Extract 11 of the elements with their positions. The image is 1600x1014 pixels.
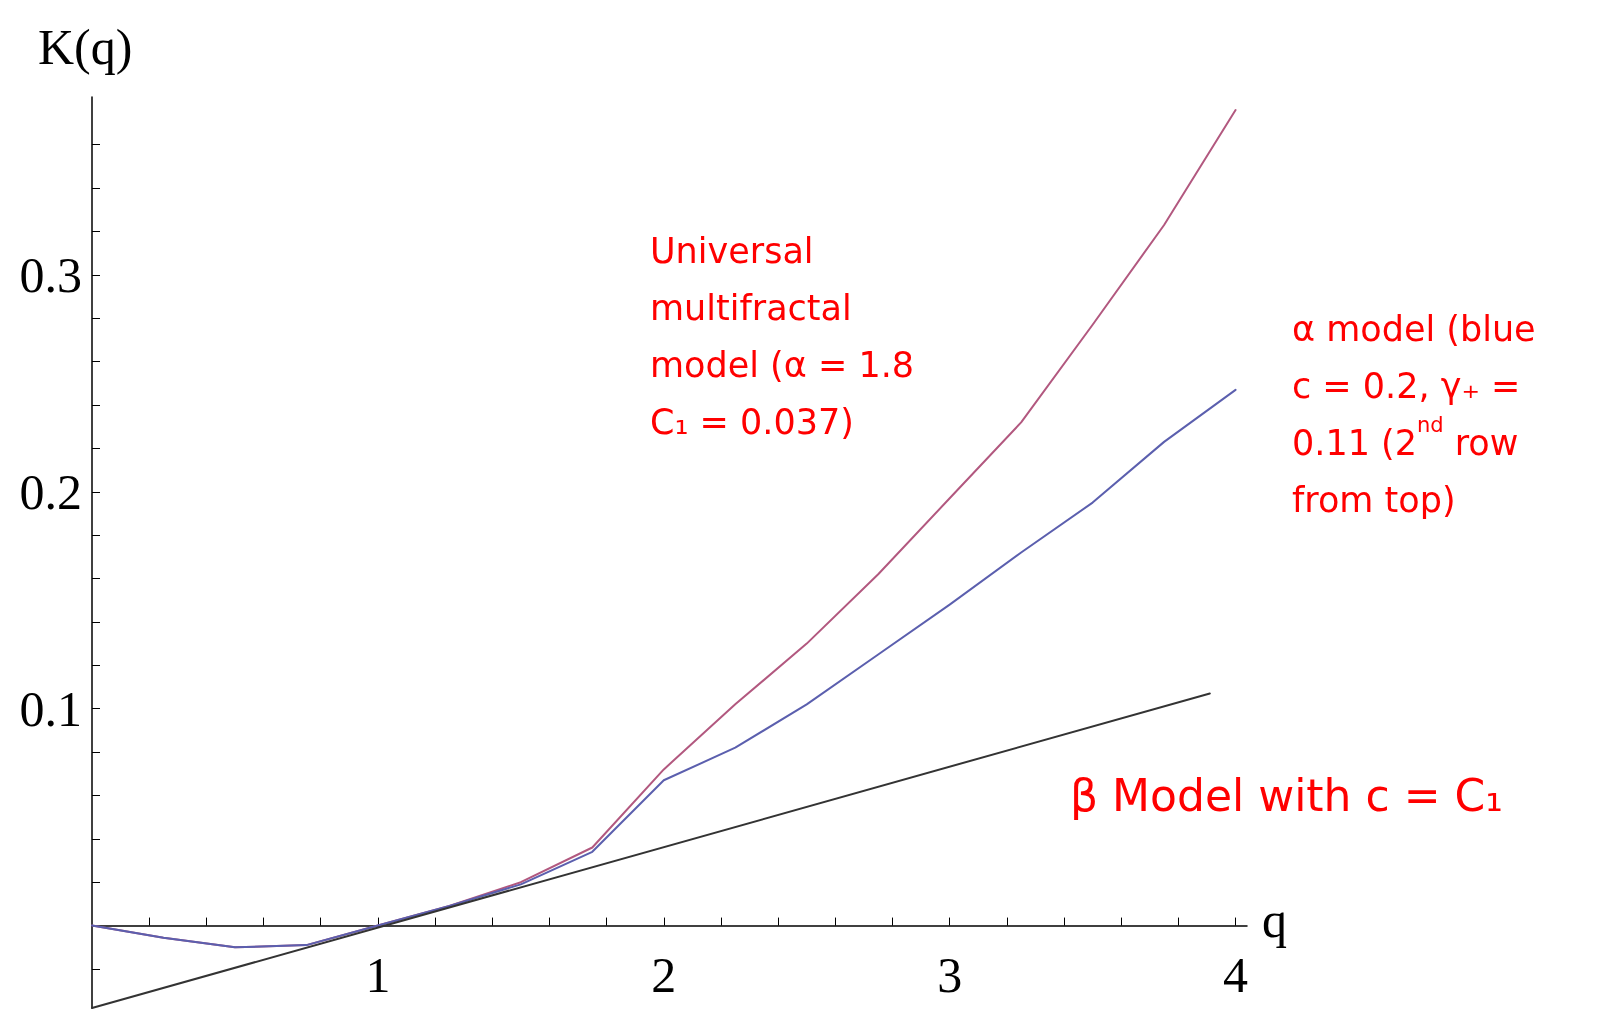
- x-tick-label: 1: [365, 947, 391, 1003]
- y-tick-label: 0.3: [19, 246, 82, 303]
- x-axis-title: q: [1262, 892, 1287, 948]
- y-tick-label: 0.1: [19, 680, 82, 737]
- x-tick-label: 2: [651, 947, 677, 1003]
- annotation: β Model with c = C₁: [1070, 769, 1503, 821]
- x-tick-label: 4: [1223, 947, 1249, 1003]
- x-tick-label: 3: [937, 947, 963, 1003]
- y-tick-label: 0.2: [19, 463, 82, 520]
- y-axis-title: K(q): [38, 19, 133, 75]
- annotation: Universal multifractal model (α = 1.8 C₁ = 0.037): [650, 230, 915, 442]
